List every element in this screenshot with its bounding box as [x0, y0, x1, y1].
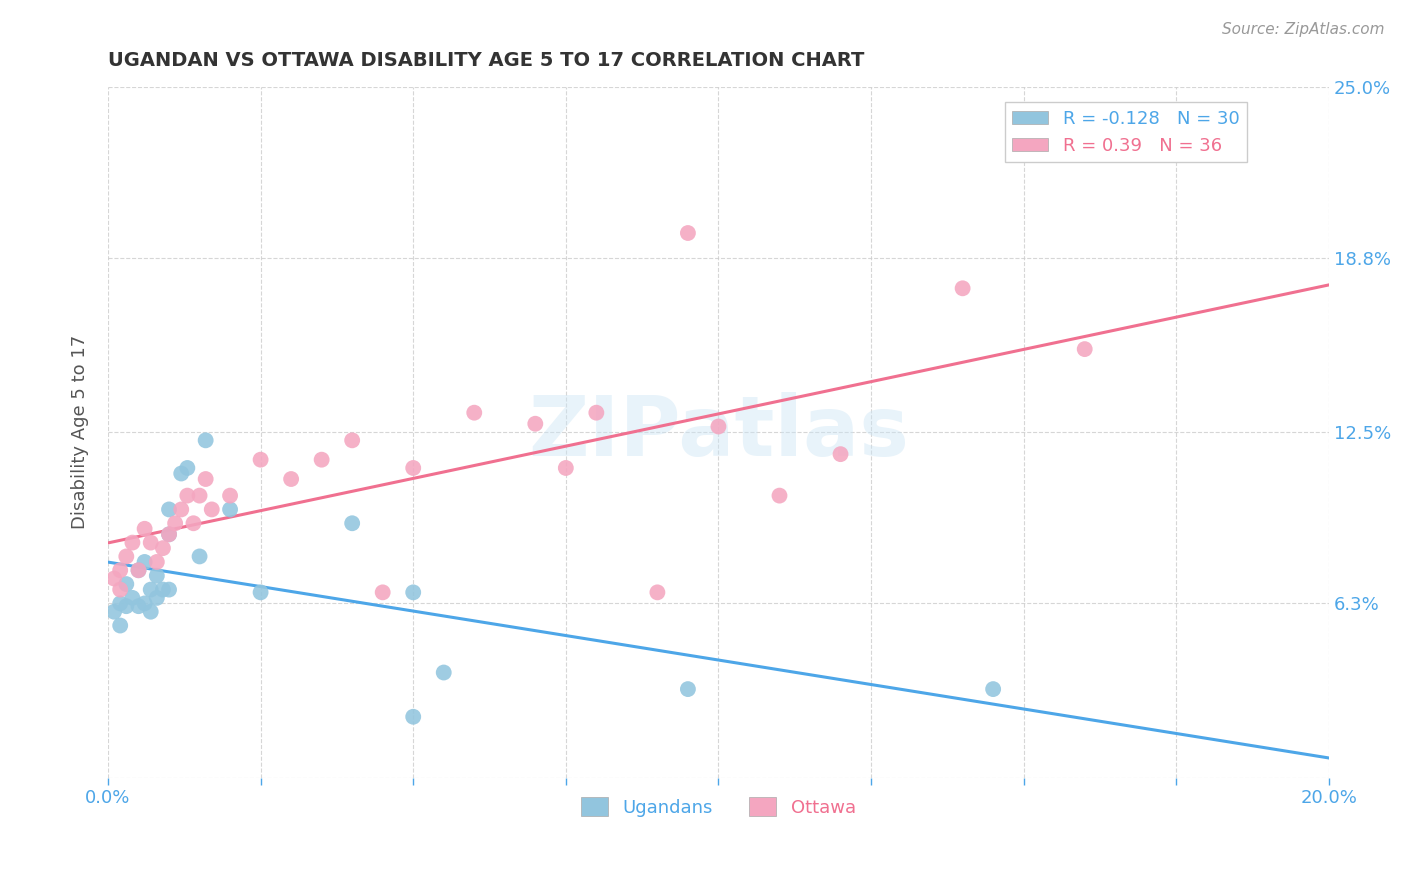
- Point: [170, 467, 193, 481]
- Point: [340, 516, 363, 531]
- Point: [139, 535, 162, 549]
- Point: [981, 682, 1004, 697]
- Point: [176, 489, 198, 503]
- Point: [188, 549, 211, 564]
- Point: [128, 563, 150, 577]
- Point: [433, 665, 456, 680]
- Point: [676, 226, 699, 240]
- Point: [830, 447, 852, 461]
- Point: [524, 417, 547, 431]
- Point: [176, 461, 198, 475]
- Point: [121, 535, 143, 549]
- Point: [134, 555, 156, 569]
- Point: [108, 563, 131, 577]
- Point: [152, 582, 174, 597]
- Point: [219, 489, 242, 503]
- Point: [157, 527, 180, 541]
- Point: [194, 472, 217, 486]
- Point: [146, 555, 169, 569]
- Point: [157, 502, 180, 516]
- Point: [340, 434, 363, 448]
- Point: [146, 568, 169, 582]
- Point: [134, 522, 156, 536]
- Point: [108, 596, 131, 610]
- Point: [183, 516, 205, 531]
- Point: [676, 682, 699, 697]
- Point: [157, 582, 180, 597]
- Point: [108, 618, 131, 632]
- Point: [311, 452, 333, 467]
- Point: [402, 585, 425, 599]
- Point: [115, 599, 138, 614]
- Point: [103, 572, 125, 586]
- Point: [165, 516, 187, 531]
- Point: [128, 563, 150, 577]
- Point: [108, 582, 131, 597]
- Point: [134, 596, 156, 610]
- Text: ZIPatlas: ZIPatlas: [527, 392, 908, 473]
- Point: [647, 585, 669, 599]
- Point: [157, 527, 180, 541]
- Point: [402, 461, 425, 475]
- Text: UGANDAN VS OTTAWA DISABILITY AGE 5 TO 17 CORRELATION CHART: UGANDAN VS OTTAWA DISABILITY AGE 5 TO 17…: [108, 51, 865, 70]
- Point: [139, 605, 162, 619]
- Point: [115, 577, 138, 591]
- Point: [115, 549, 138, 564]
- Point: [371, 585, 394, 599]
- Point: [146, 591, 169, 605]
- Point: [152, 541, 174, 555]
- Point: [768, 489, 790, 503]
- Point: [219, 502, 242, 516]
- Point: [249, 452, 271, 467]
- Point: [463, 406, 485, 420]
- Point: [402, 710, 425, 724]
- Point: [249, 585, 271, 599]
- Point: [707, 419, 730, 434]
- Point: [103, 605, 125, 619]
- Y-axis label: Disability Age 5 to 17: Disability Age 5 to 17: [72, 334, 89, 529]
- Point: [201, 502, 224, 516]
- Point: [952, 281, 974, 295]
- Point: [280, 472, 302, 486]
- Point: [139, 582, 162, 597]
- Point: [585, 406, 607, 420]
- Legend: Ugandans, Ottawa: Ugandans, Ottawa: [574, 790, 863, 824]
- Point: [121, 591, 143, 605]
- Point: [188, 489, 211, 503]
- Point: [170, 502, 193, 516]
- Point: [554, 461, 576, 475]
- Text: Source: ZipAtlas.com: Source: ZipAtlas.com: [1222, 22, 1385, 37]
- Point: [128, 599, 150, 614]
- Point: [194, 434, 217, 448]
- Point: [1073, 342, 1095, 356]
